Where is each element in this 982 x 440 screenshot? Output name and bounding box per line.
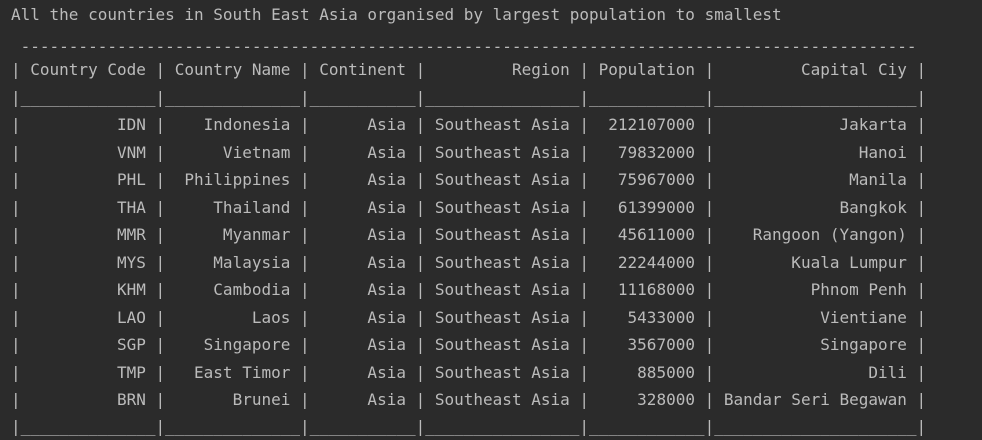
- table-cell: Southeast Asia: [434, 252, 570, 272]
- table-cell: MYS: [30, 252, 146, 272]
- table-cell: SGP: [30, 335, 146, 354]
- table-cell: Asia: [319, 390, 406, 409]
- table-row: | PHL | Philippines | Asia | Southeast A…: [11, 170, 927, 189]
- table-cell: Malaysia: [174, 252, 291, 272]
- table-cell: Bangkok: [723, 197, 907, 217]
- table-cell: Vientiane: [723, 307, 907, 327]
- table-cell: Myanmar: [174, 225, 291, 244]
- table-cell: Southeast Asia: [434, 115, 570, 134]
- table-cell: Southeast Asia: [434, 362, 570, 382]
- table-cell: Asia: [319, 252, 406, 272]
- table-cell: Bandar Seri Begawan: [723, 390, 907, 409]
- table-cell: Asia: [319, 362, 406, 382]
- table-row: | TMP | East Timor | Asia | Southeast As…: [11, 362, 927, 382]
- table-cell: Southeast Asia: [434, 307, 570, 327]
- table-cell: Southeast Asia: [434, 197, 570, 217]
- table-cell: Southeast Asia: [434, 170, 570, 189]
- table-cell: KHM: [30, 280, 146, 299]
- table-cell: LAO: [30, 307, 146, 327]
- table-cell: Vietnam: [174, 142, 291, 162]
- table-row: | MYS | Malaysia | Asia | Southeast Asia…: [11, 252, 927, 272]
- header-cell: Country Code: [30, 60, 146, 79]
- table-cell: MMR: [30, 225, 146, 244]
- table-cell: Asia: [319, 335, 406, 354]
- table-cell: 5433000: [598, 307, 695, 327]
- table-row: | MMR | Myanmar | Asia | Southeast Asia …: [11, 225, 927, 244]
- table-cell: 3567000: [598, 335, 695, 354]
- table-cell: Southeast Asia: [434, 335, 570, 354]
- table-cell: THA: [30, 197, 146, 217]
- table-top-rule: ----------------------------------------…: [11, 37, 917, 56]
- table-cell: Thailand: [174, 197, 291, 217]
- table-cell: Asia: [319, 197, 406, 217]
- header-cell: Capital Ciy: [723, 60, 907, 79]
- table-cell: 75967000: [598, 170, 695, 189]
- output-title: All the countries in South East Asia org…: [11, 5, 782, 24]
- table-row: | BRN | Brunei | Asia | Southeast Asia |…: [11, 390, 927, 409]
- table-cell: Hanoi: [723, 142, 907, 162]
- table-header-rule: |______________|______________|_________…: [11, 88, 927, 107]
- table-cell: Southeast Asia: [434, 280, 570, 299]
- table-cell: 328000: [598, 390, 695, 409]
- table-cell: PHL: [30, 170, 146, 189]
- table-cell: East Timor: [174, 362, 291, 382]
- header-cell: Continent: [319, 60, 406, 79]
- table-cell: Indonesia: [174, 115, 291, 134]
- table-row: | SGP | Singapore | Asia | Southeast Asi…: [11, 335, 927, 354]
- table-cell: 61399000: [598, 197, 695, 217]
- table-row: | IDN | Indonesia | Asia | Southeast Asi…: [11, 115, 927, 134]
- table-cell: BRN: [30, 390, 146, 409]
- table-cell: Asia: [319, 307, 406, 327]
- table-cell: Asia: [319, 115, 406, 134]
- table-cell: 885000: [598, 362, 695, 382]
- table-cell: 212107000: [598, 115, 695, 134]
- table-cell: Singapore: [174, 335, 291, 354]
- table-cell: Southeast Asia: [434, 225, 570, 244]
- table-cell: Laos: [174, 307, 291, 327]
- table-bottom-rule: |______________|______________|_________…: [11, 417, 927, 436]
- table-cell: Manila: [723, 170, 907, 189]
- table-cell: Southeast Asia: [434, 142, 570, 162]
- table-cell: Rangoon (Yangon): [723, 225, 907, 244]
- table-cell: Asia: [319, 142, 406, 162]
- header-cell: Region: [434, 60, 570, 79]
- table-cell: Kuala Lumpur: [723, 252, 907, 272]
- table-cell: Singapore: [723, 335, 907, 354]
- table-row: | KHM | Cambodia | Asia | Southeast Asia…: [11, 280, 927, 299]
- table-cell: IDN: [30, 115, 146, 134]
- table-row: | VNM | Vietnam | Asia | Southeast Asia …: [11, 142, 927, 162]
- table-cell: Southeast Asia: [434, 390, 570, 409]
- header-cell: Country Name: [174, 60, 291, 79]
- table-cell: Dili: [723, 362, 907, 382]
- table-cell: 11168000: [598, 280, 695, 299]
- table-cell: Asia: [319, 225, 406, 244]
- table-cell: 22244000: [598, 252, 695, 272]
- table-cell: Jakarta: [723, 115, 907, 134]
- table-cell: Asia: [319, 280, 406, 299]
- table-cell: VNM: [30, 142, 146, 162]
- table-cell: Brunei: [174, 390, 291, 409]
- table-cell: TMP: [30, 362, 146, 382]
- table-cell: Philippines: [174, 170, 291, 189]
- header-cell: Population: [598, 60, 695, 79]
- table-body: | IDN | Indonesia | Asia | Southeast Asi…: [0, 115, 926, 418]
- table-cell: Asia: [319, 170, 406, 189]
- table-row: | LAO | Laos | Asia | Southeast Asia | 5…: [11, 307, 927, 327]
- table-row: | THA | Thailand | Asia | Southeast Asia…: [11, 197, 927, 217]
- table-cell: 79832000: [598, 142, 695, 162]
- table-cell: Cambodia: [174, 280, 291, 299]
- table-cell: 45611000: [598, 225, 695, 244]
- table-cell: Phnom Penh: [723, 280, 907, 299]
- table-header-row: | Country Code | Country Name | Continen…: [11, 60, 927, 79]
